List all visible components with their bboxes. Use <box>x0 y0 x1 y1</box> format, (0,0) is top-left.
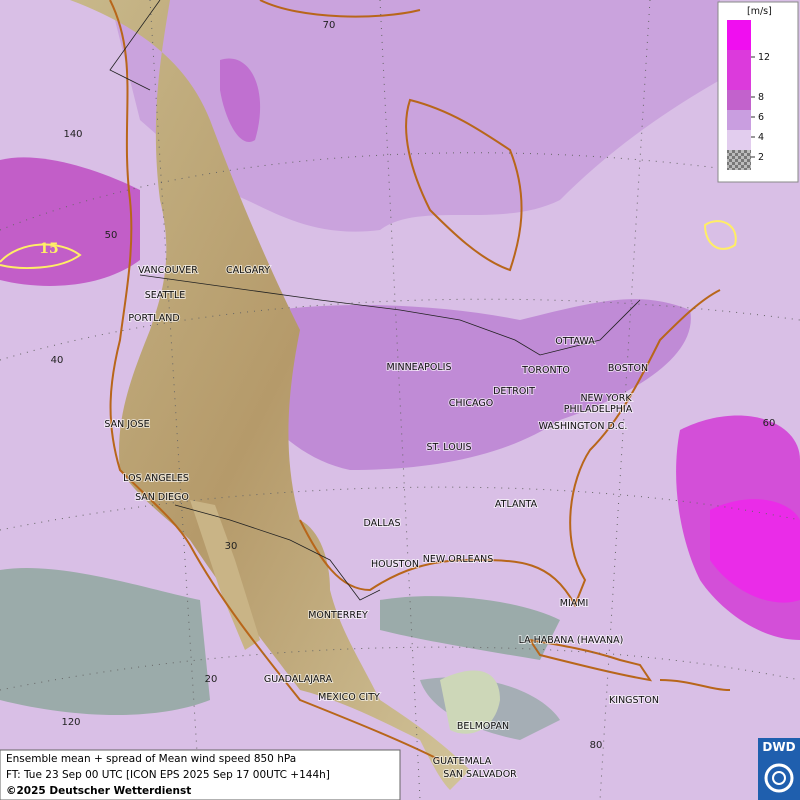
wind-field-4-6 <box>0 0 720 232</box>
city-label: BOSTON <box>608 363 648 374</box>
city-label: NEW YORK <box>580 393 632 404</box>
city-label: DETROIT <box>493 386 535 397</box>
legend-label: 2 <box>758 152 764 163</box>
logo-mark <box>764 763 794 793</box>
footer-forecast: FT: Tue 23 Sep 00 UTC [ICON EPS 2025 Sep… <box>6 769 330 781</box>
city-label: HOUSTON <box>371 559 419 570</box>
city-label: SAN JOSE <box>104 419 149 430</box>
city-label: KINGSTON <box>609 695 659 706</box>
city-label: WASHINGTON D.C. <box>539 421 628 432</box>
wind-field-6-8 <box>220 58 261 142</box>
city-label: CALGARY <box>226 265 270 276</box>
city-label: PORTLAND <box>128 313 179 324</box>
contour-line <box>703 220 737 250</box>
labels: VANCOUVER CALGARY SEATTLE PORTLAND MINNEAPOL… <box>39 20 776 781</box>
calm-area <box>380 596 560 660</box>
graticule-label: 140 <box>63 129 82 140</box>
city-label: PHILADELPHIA <box>564 404 633 415</box>
legend-swatch <box>727 130 751 150</box>
graticule-label: 120 <box>61 717 80 728</box>
graticule-label: 20 <box>205 674 218 685</box>
city-label: GUADALAJARA <box>264 674 333 685</box>
legend-swatch <box>727 20 751 50</box>
border <box>109 0 641 601</box>
city-label: MINNEAPOLIS <box>386 362 451 373</box>
terrain <box>440 670 500 734</box>
legend: [m/s] 12 8 6 4 2 <box>717 1 799 183</box>
city-label: SEATTLE <box>145 290 186 301</box>
city-label: GUATEMALA <box>433 756 492 767</box>
contour-label: 15 <box>39 241 58 257</box>
city-label: MONTERREY <box>308 610 368 621</box>
city-label: ATLANTA <box>495 499 538 510</box>
graticule-label: 70 <box>323 20 336 31</box>
logo-text[interactable]: DWD <box>762 740 795 754</box>
wind-field-12 <box>710 499 800 603</box>
graticule-label: 60 <box>763 418 776 429</box>
legend-unit: [m/s] <box>747 6 772 17</box>
city-label: VANCOUVER <box>138 265 198 276</box>
city-label: MEXICO CITY <box>318 692 380 703</box>
graticule-label: 30 <box>225 541 238 552</box>
legend-swatch <box>727 150 751 170</box>
legend-swatch <box>727 110 751 130</box>
city-label: SAN DIEGO <box>135 492 189 503</box>
city-label: BELMOPAN <box>457 721 509 732</box>
graticule-label: 80 <box>590 740 603 751</box>
city-label: TORONTO <box>521 365 570 376</box>
terrain <box>70 0 470 790</box>
city-label: CHICAGO <box>449 398 493 409</box>
graticule-label: 40 <box>51 355 64 366</box>
city-label: LA HABANA (HAVANA) <box>519 635 624 646</box>
contour-line <box>0 243 82 269</box>
city-label: SAN SALVADOR <box>443 769 517 780</box>
city-label: LOS ANGELES <box>123 473 189 484</box>
graticule-label: 50 <box>105 230 118 241</box>
legend-swatch <box>727 50 751 90</box>
wind-field-6-8 <box>220 299 691 470</box>
city-label: OTTAWA <box>555 336 595 347</box>
logo-mark <box>772 771 786 785</box>
city-label: MIAMI <box>560 598 589 609</box>
legend-swatch <box>727 90 751 110</box>
legend-label: 12 <box>758 52 770 63</box>
coastline <box>109 0 731 761</box>
calm-area <box>0 567 210 715</box>
legend-label: 4 <box>758 132 764 143</box>
footer-title: Ensemble mean + spread of Mean wind spee… <box>6 753 296 765</box>
legend-label: 8 <box>758 92 764 103</box>
city-label: NEW ORLEANS <box>423 554 494 565</box>
legend-label: 6 <box>758 112 764 123</box>
wind-field-8-12 <box>0 157 140 286</box>
footer-box <box>0 749 401 800</box>
terrain <box>190 500 260 650</box>
footer-copyright: ©2025 Deutscher Wetterdienst <box>6 785 191 797</box>
city-label: DALLAS <box>364 518 401 529</box>
city-label: ST. LOUIS <box>427 442 472 453</box>
